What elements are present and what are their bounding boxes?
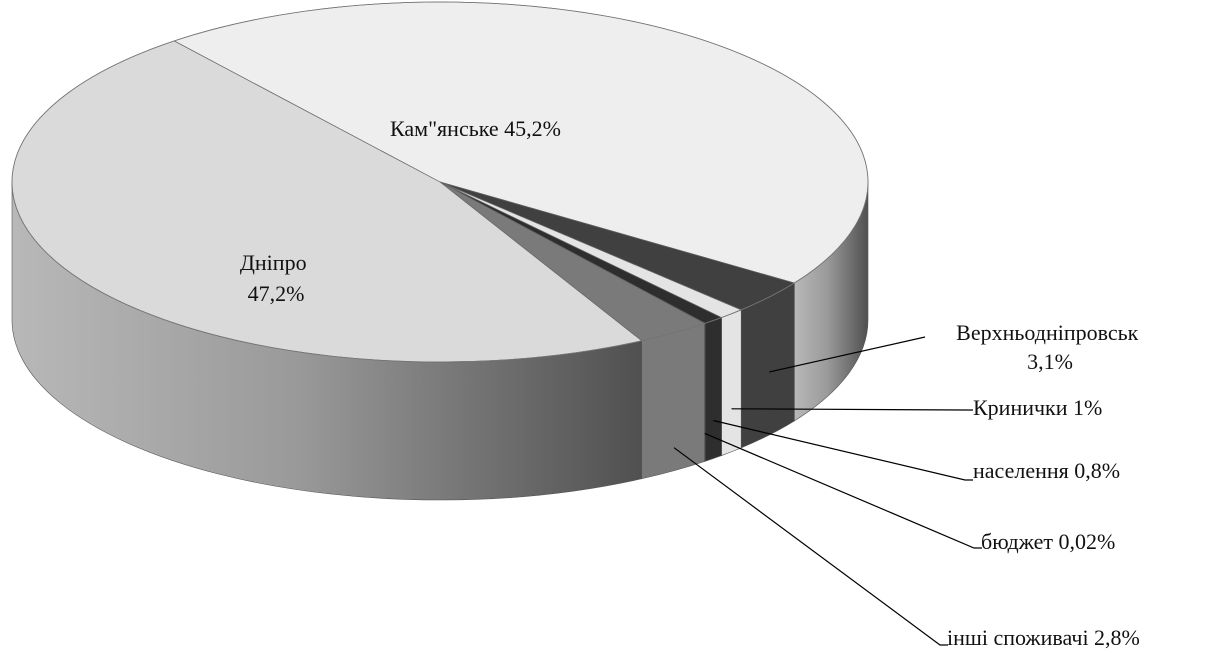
label-biudzhet: бюджет 0,02% <box>981 529 1115 554</box>
label-krynychky: Кринички 1% <box>973 395 1102 420</box>
label-verkhnodniprovsk-line2: 3,1% <box>1027 349 1073 374</box>
leader-krynychky <box>731 408 973 411</box>
pie-side-faces <box>11 181 869 501</box>
label-naselennia: населення 0,8% <box>973 458 1120 483</box>
leader-inshi <box>673 447 948 646</box>
pie-rim <box>11 1 869 363</box>
leader-biudzhet <box>704 432 982 549</box>
pie-top-faces <box>11 1 869 363</box>
leader-verkhnodniprovsk <box>769 336 926 373</box>
slice-labels: Кам"янське 45,2% Дніпро 47,2% Верхньодні… <box>240 116 1144 650</box>
leader-naselennia <box>713 419 973 481</box>
label-inshi: інші споживачі 2,8% <box>947 625 1140 650</box>
label-verkhnodniprovsk: Верхньодніпровськ 3,1% <box>956 320 1144 374</box>
label-kamianske: Кам"янське 45,2% <box>390 116 561 141</box>
label-dnipro-line1: Дніпро <box>240 250 307 275</box>
label-dnipro-line2: 47,2% <box>248 281 305 306</box>
side-verkhnodniprovsk <box>740 282 795 449</box>
side-krynychky <box>721 309 742 457</box>
side-inshi <box>641 323 705 480</box>
leader-lines <box>673 336 982 646</box>
label-dnipro: Дніпро 47,2% <box>240 250 312 306</box>
label-verkhnodniprovsk-line1: Верхньодніпровськ <box>956 320 1139 345</box>
